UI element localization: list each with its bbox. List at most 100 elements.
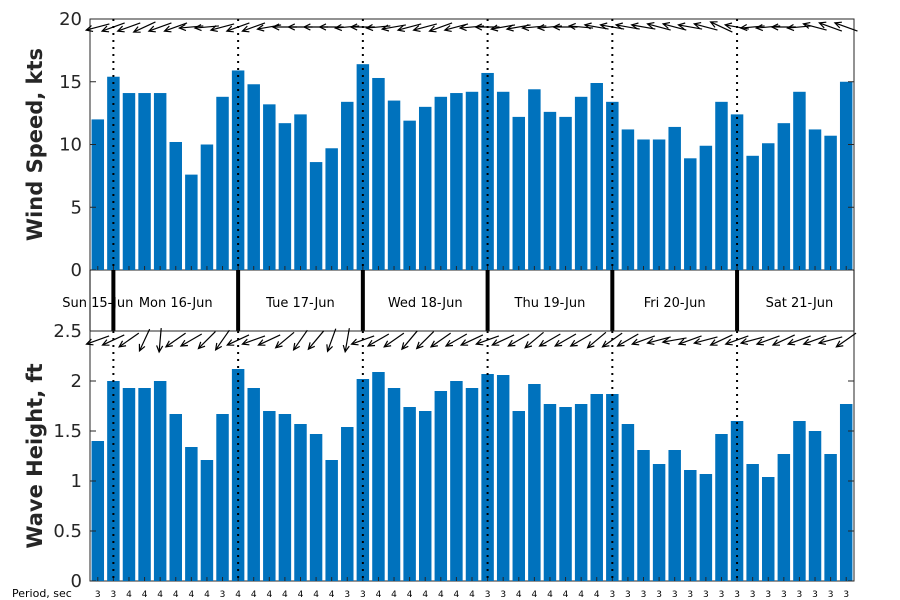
wave-bar bbox=[481, 374, 494, 581]
wave-arrow-head bbox=[709, 339, 718, 346]
wind-arrow-shaft bbox=[210, 23, 235, 31]
period-value: 3 bbox=[797, 590, 803, 600]
period-value: 3 bbox=[828, 590, 834, 600]
wave-bar bbox=[590, 394, 603, 581]
wave-arrow-shaft bbox=[138, 328, 151, 352]
day-label: Tue 17-Jun bbox=[265, 296, 335, 311]
wind-arrow-shaft bbox=[647, 23, 671, 31]
wave-arrow-shaft bbox=[226, 334, 250, 346]
wind-bar bbox=[481, 72, 494, 270]
wind-bar bbox=[839, 81, 853, 270]
wind-arrow-shaft bbox=[335, 25, 360, 29]
wave-direction-arrow bbox=[507, 333, 530, 347]
day-label: Sat 21-Jun bbox=[766, 296, 834, 311]
wind-direction-arrow bbox=[256, 24, 282, 32]
wind-arrow-shaft bbox=[382, 24, 406, 30]
wind-direction-arrow bbox=[552, 23, 578, 31]
period-value: 3 bbox=[641, 590, 647, 600]
wind-direction-arrow bbox=[225, 22, 250, 33]
wind-arrow-shaft bbox=[133, 21, 156, 33]
wave-bar bbox=[403, 407, 416, 581]
wave-arrow-head bbox=[507, 339, 516, 347]
wind-bar bbox=[309, 162, 323, 270]
wave-direction-arrow bbox=[601, 332, 623, 348]
wave-bar bbox=[153, 381, 167, 581]
period-value: 3 bbox=[687, 590, 693, 600]
wave-arrow-shaft bbox=[367, 333, 390, 347]
wind-bar bbox=[325, 148, 338, 270]
period-value: 3 bbox=[500, 590, 506, 600]
wave-bar bbox=[418, 411, 432, 581]
day-label-strip: Sun 15-Jun Mon 16-Jun Tue 17-Jun Wed 18-Jun… bbox=[62, 270, 855, 331]
wind-arrow-head bbox=[692, 21, 702, 29]
period-value: 4 bbox=[251, 590, 257, 600]
wave-arrow-shaft bbox=[293, 329, 308, 351]
wind-direction-arrow bbox=[536, 23, 562, 32]
wind-arrow-shaft bbox=[101, 22, 125, 32]
wave-arrow-head bbox=[835, 340, 844, 348]
wave-bar bbox=[543, 404, 557, 581]
wave-arrow-head bbox=[401, 342, 409, 351]
wave-direction-arrow bbox=[415, 331, 435, 350]
wind-arrow-head bbox=[163, 25, 172, 33]
period-value: 4 bbox=[173, 590, 179, 600]
wind-arrow-head bbox=[380, 24, 390, 32]
wave-bar bbox=[247, 388, 260, 581]
wind-ytick-label: 5 bbox=[71, 197, 82, 218]
wind-bar bbox=[122, 93, 136, 270]
wave-direction-arrow bbox=[138, 328, 151, 353]
wave-direction-arrow bbox=[197, 331, 216, 350]
wave-arrow-shaft bbox=[787, 335, 811, 345]
wind-bar bbox=[715, 101, 728, 270]
wind-direction-arrow bbox=[661, 21, 687, 31]
wind-arrow-shaft bbox=[148, 22, 172, 32]
wind-arrow-head bbox=[443, 25, 452, 33]
wave-arrow-head bbox=[274, 341, 283, 349]
wind-bar bbox=[138, 93, 151, 270]
wave-bar bbox=[606, 394, 619, 581]
wave-arrow-head bbox=[415, 341, 424, 350]
wave-arrow-head bbox=[307, 342, 315, 351]
wind-arrow-shaft bbox=[787, 25, 812, 29]
wave-direction-arrow bbox=[342, 328, 350, 354]
wave-arrow-shaft bbox=[401, 330, 418, 350]
wind-bar bbox=[263, 104, 276, 270]
wind-arrow-head bbox=[833, 21, 842, 29]
wind-arrow-head bbox=[723, 22, 733, 30]
wave-arrow-shaft bbox=[772, 334, 795, 346]
period-value: 3 bbox=[703, 590, 709, 600]
period-value: 3 bbox=[625, 590, 631, 600]
wind-arrow-shaft bbox=[413, 23, 437, 31]
day-label: Mon 16-Jun bbox=[139, 296, 213, 311]
period-value: 4 bbox=[126, 590, 132, 600]
wave-arrow-shaft bbox=[508, 333, 530, 347]
wave-arrow-shaft bbox=[344, 328, 350, 352]
wave-arrow-head bbox=[197, 341, 206, 350]
wave-arrow-head bbox=[786, 338, 796, 346]
wind-bar bbox=[341, 101, 354, 270]
wind-arrow-head bbox=[428, 25, 437, 33]
wind-direction-arrow bbox=[677, 22, 703, 30]
wave-arrow-head bbox=[156, 345, 164, 354]
wave-arrow-head bbox=[601, 340, 610, 348]
wave-direction-arrow bbox=[257, 334, 281, 346]
wave-ytick-label: 2.5 bbox=[53, 321, 82, 342]
period-value: 4 bbox=[532, 590, 538, 600]
wave-arrow-head bbox=[724, 338, 733, 346]
wave-direction-arrow bbox=[401, 330, 418, 351]
wave-direction-arrow bbox=[616, 333, 639, 347]
wave-arrow-shaft bbox=[617, 333, 639, 347]
wind-arrow-shaft bbox=[522, 25, 547, 29]
wave-y-axis-label: Wave Height, ft bbox=[23, 363, 47, 548]
wave-bar bbox=[341, 427, 354, 581]
period-value: 4 bbox=[594, 590, 600, 600]
wind-arrow-shaft bbox=[257, 24, 282, 30]
wave-arrow-shaft bbox=[416, 331, 435, 349]
wave-bar bbox=[637, 450, 650, 581]
wind-direction-arrow bbox=[193, 23, 219, 32]
wave-direction-arrow bbox=[179, 333, 203, 347]
wind-bar bbox=[699, 145, 713, 270]
wave-arrow-shaft bbox=[539, 333, 561, 347]
wave-arrow-shaft bbox=[351, 335, 375, 345]
wave-bar bbox=[777, 454, 791, 581]
